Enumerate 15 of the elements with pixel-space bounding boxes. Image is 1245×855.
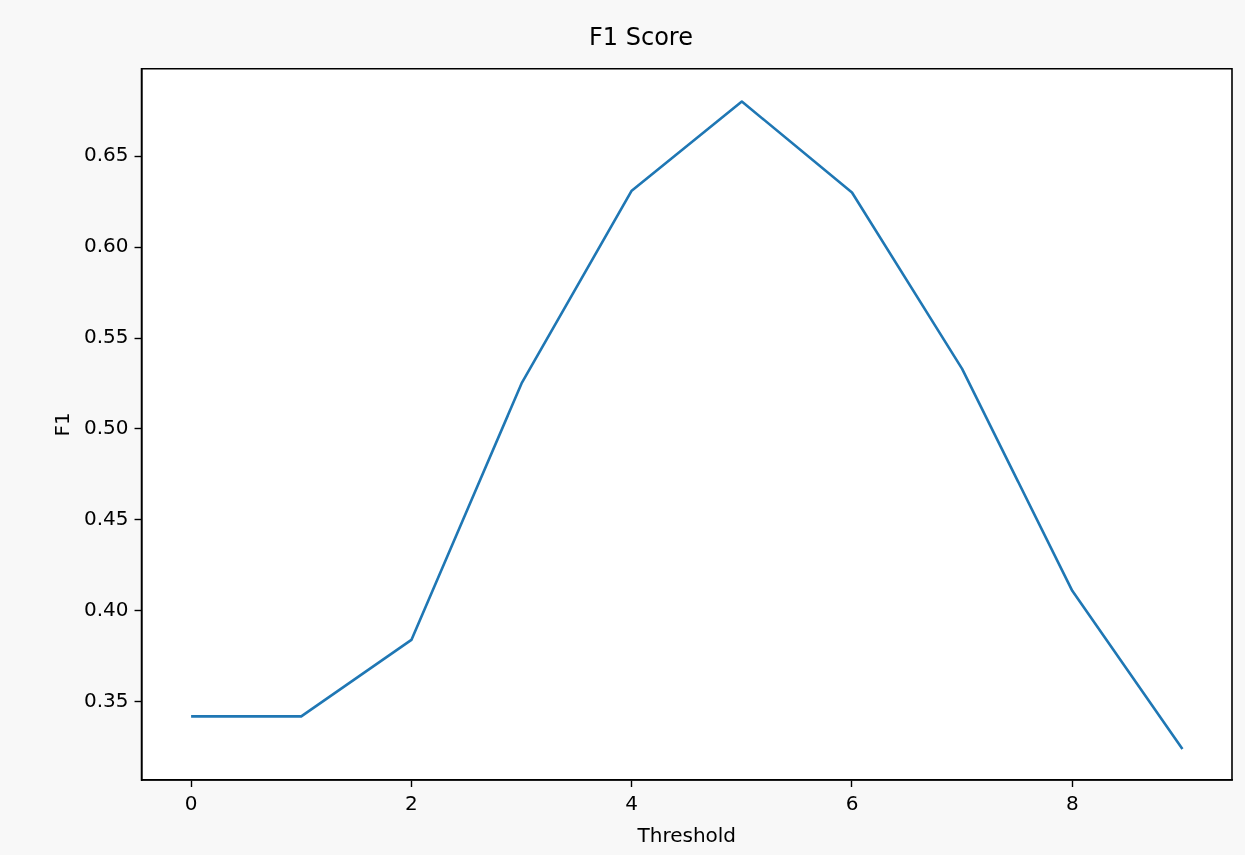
x-axis-title: Threshold: [636, 823, 737, 848]
y-axis-title: F1: [50, 412, 75, 437]
x-tick-label: 6: [845, 791, 859, 816]
x-tick-label: 2: [405, 791, 418, 816]
x-tick-label: 0: [184, 791, 198, 816]
y-tick-label: 0.35: [84, 687, 129, 712]
chart-title: F1 Score: [589, 22, 693, 51]
x-tick-label: 8: [1065, 791, 1079, 816]
y-tick-label: 0.40: [84, 597, 129, 622]
x-tick-label: 4: [625, 791, 639, 816]
y-tick-label: 0.60: [84, 233, 129, 258]
y-tick-label: 0.65: [84, 142, 129, 167]
y-tick-label: 0.55: [84, 324, 129, 349]
y-tick-label: 0.45: [84, 506, 129, 531]
y-tick-label: 0.50: [84, 415, 129, 440]
